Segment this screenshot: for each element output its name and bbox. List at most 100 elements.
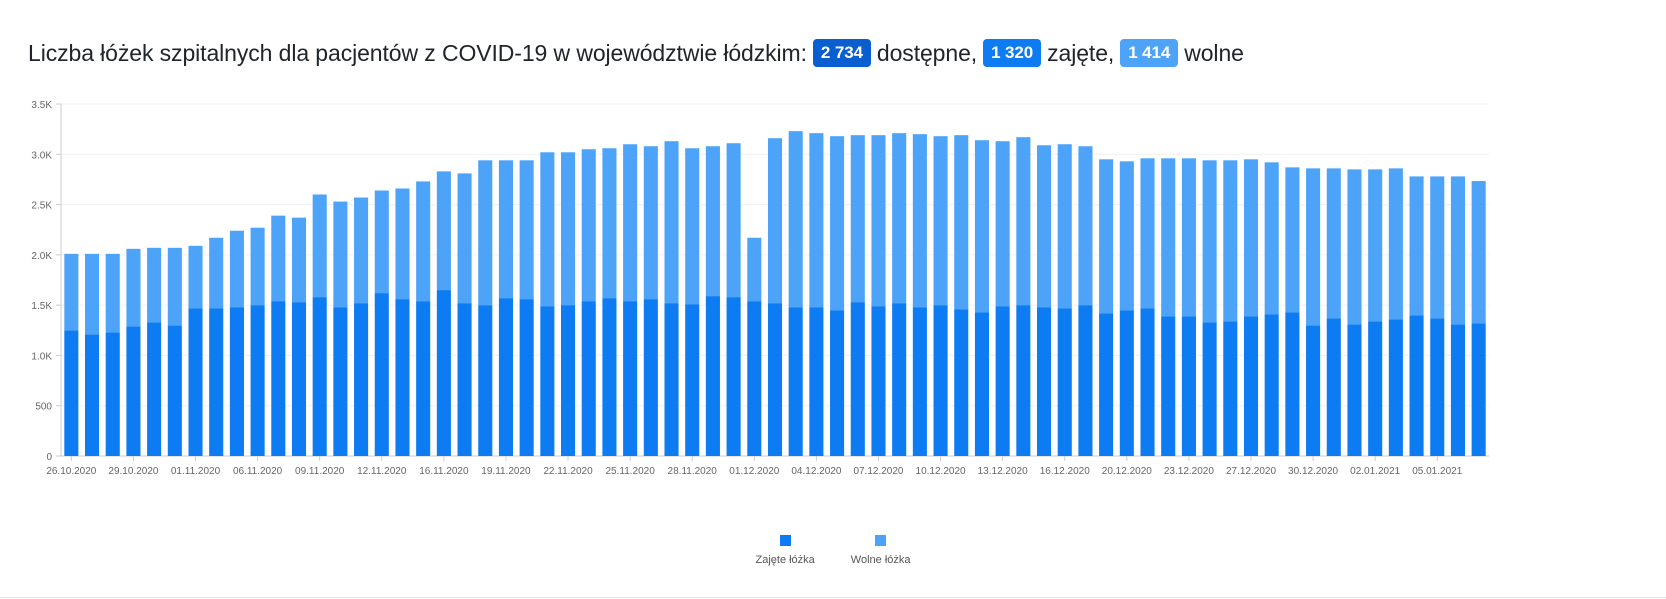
bar-free[interactable] [954,135,969,310]
bar-free[interactable] [871,135,886,307]
bar-free[interactable] [188,245,203,309]
bar-free[interactable] [85,253,100,335]
bar-occupied[interactable] [643,299,658,456]
bar-free[interactable] [1057,144,1072,309]
bar-free[interactable] [1388,168,1403,320]
bar-free[interactable] [685,148,700,305]
bar-free[interactable] [1430,176,1445,319]
bar-free[interactable] [602,148,617,299]
bar-occupied[interactable] [478,305,493,456]
bar-free[interactable] [250,227,265,306]
bar-free[interactable] [416,181,431,302]
bar-occupied[interactable] [995,306,1010,456]
bar-occupied[interactable] [726,297,741,456]
bar-free[interactable] [1181,158,1196,317]
bar-occupied[interactable] [912,307,927,456]
bar-occupied[interactable] [892,303,907,456]
bar-occupied[interactable] [105,332,120,456]
bar-occupied[interactable] [271,301,286,456]
bar-free[interactable] [395,188,410,300]
bar-free[interactable] [229,230,244,308]
bar-free[interactable] [830,136,845,311]
bar-occupied[interactable] [250,305,265,456]
bar-free[interactable] [974,140,989,313]
bar-occupied[interactable] [974,312,989,456]
bar-occupied[interactable] [167,325,182,456]
bar-free[interactable] [1243,159,1259,317]
bar-free[interactable] [1347,169,1362,325]
bar-free[interactable] [333,201,348,308]
bar-occupied[interactable] [1243,316,1259,456]
bar-occupied[interactable] [1099,313,1114,456]
bar-occupied[interactable] [416,301,431,456]
bar-free[interactable] [1099,159,1114,314]
bar-occupied[interactable] [664,303,679,456]
bar-free[interactable] [478,160,493,306]
bar-occupied[interactable] [685,304,700,456]
bar-occupied[interactable] [830,310,845,456]
bar-occupied[interactable] [291,302,307,456]
bar-occupied[interactable] [1078,305,1093,456]
bar-free[interactable] [1471,181,1486,324]
bar-occupied[interactable] [126,326,141,456]
bar-occupied[interactable] [850,302,865,456]
bar-occupied[interactable] [1285,312,1300,456]
bar-free[interactable] [995,141,1010,307]
bar-occupied[interactable] [623,301,638,456]
bar-free[interactable] [1016,137,1031,306]
bar-occupied[interactable] [602,298,617,456]
bar-occupied[interactable] [1202,322,1217,456]
bar-free[interactable] [374,190,389,294]
bar-occupied[interactable] [1264,314,1279,456]
bar-occupied[interactable] [809,307,824,456]
bar-occupied[interactable] [788,307,803,456]
bar-occupied[interactable] [209,308,224,456]
bar-free[interactable] [1450,176,1465,325]
bar-free[interactable] [912,134,927,308]
bar-occupied[interactable] [457,303,472,456]
bar-occupied[interactable] [1140,308,1155,456]
bar-free[interactable] [519,160,534,300]
bar-occupied[interactable] [1471,323,1486,456]
bar-occupied[interactable] [333,307,348,456]
bar-occupied[interactable] [64,330,79,456]
bar-free[interactable] [767,138,783,304]
bar-occupied[interactable] [147,322,162,456]
bar-occupied[interactable] [767,303,783,456]
bar-free[interactable] [933,136,948,306]
bar-occupied[interactable] [1368,321,1383,456]
bar-free[interactable] [312,194,327,298]
bar-occupied[interactable] [188,308,203,456]
bar-free[interactable] [809,133,824,308]
bar-free[interactable] [850,135,865,303]
bar-free[interactable] [271,215,286,302]
bar-occupied[interactable] [954,309,969,456]
bar-free[interactable] [664,141,679,304]
bar-free[interactable] [354,197,369,304]
bar-free[interactable] [1326,168,1341,319]
bar-occupied[interactable] [1119,310,1134,456]
bar-free[interactable] [643,146,658,300]
bar-free[interactable] [892,133,907,304]
bar-occupied[interactable] [540,306,555,456]
bar-free[interactable] [1202,160,1217,323]
bar-occupied[interactable] [871,306,886,456]
bar-free[interactable] [747,237,762,302]
bar-free[interactable] [105,253,120,333]
bar-free[interactable] [436,171,451,291]
bar-occupied[interactable] [1016,305,1031,456]
bar-occupied[interactable] [519,299,534,456]
legend-item-free[interactable]: Wolne łóżka [851,535,911,566]
bar-free[interactable] [1161,158,1176,317]
bar-occupied[interactable] [1388,319,1403,456]
bar-occupied[interactable] [1037,307,1052,456]
bar-free[interactable] [126,248,141,327]
bar-occupied[interactable] [1450,324,1465,456]
bar-occupied[interactable] [1430,318,1445,456]
bar-occupied[interactable] [1223,321,1238,456]
bar-occupied[interactable] [85,334,100,456]
bar-free[interactable] [726,143,741,298]
bar-free[interactable] [623,144,638,302]
bar-free[interactable] [209,237,224,309]
bar-free[interactable] [1037,145,1052,308]
